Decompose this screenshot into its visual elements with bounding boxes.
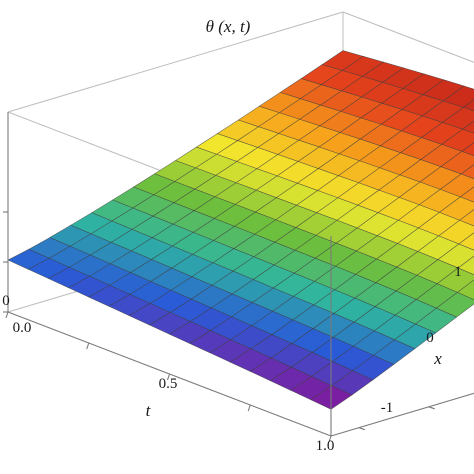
t-tick-1: 0.5	[159, 376, 178, 392]
t-tick-mark	[86, 342, 90, 350]
box-edge	[330, 392, 474, 437]
t-tick-mark	[247, 404, 251, 412]
z-tick-0: 0	[2, 293, 10, 309]
x-tick-mark	[358, 427, 366, 431]
surface-cell	[460, 164, 474, 180]
box-edge	[7, 11, 344, 113]
plot-title: θ (x, t)	[206, 17, 251, 36]
t-axis-title: t	[146, 401, 152, 420]
surface-mesh	[7, 50, 474, 410]
x-tick-mark	[428, 406, 435, 410]
t-tick-mark	[328, 435, 332, 443]
t-tick-mark	[5, 311, 9, 319]
x-tick-1: 1	[454, 264, 462, 280]
box-edge	[342, 11, 474, 63]
t-tick-mark	[166, 373, 171, 381]
x-tick-neg1: -1	[381, 400, 394, 416]
axis-ticks	[3, 211, 435, 443]
t-tick-0: 0.0	[13, 320, 32, 336]
t-tick-2: 1.0	[316, 438, 335, 454]
x-tick-0: 0	[426, 330, 434, 346]
x-axis-title: x	[433, 349, 442, 368]
